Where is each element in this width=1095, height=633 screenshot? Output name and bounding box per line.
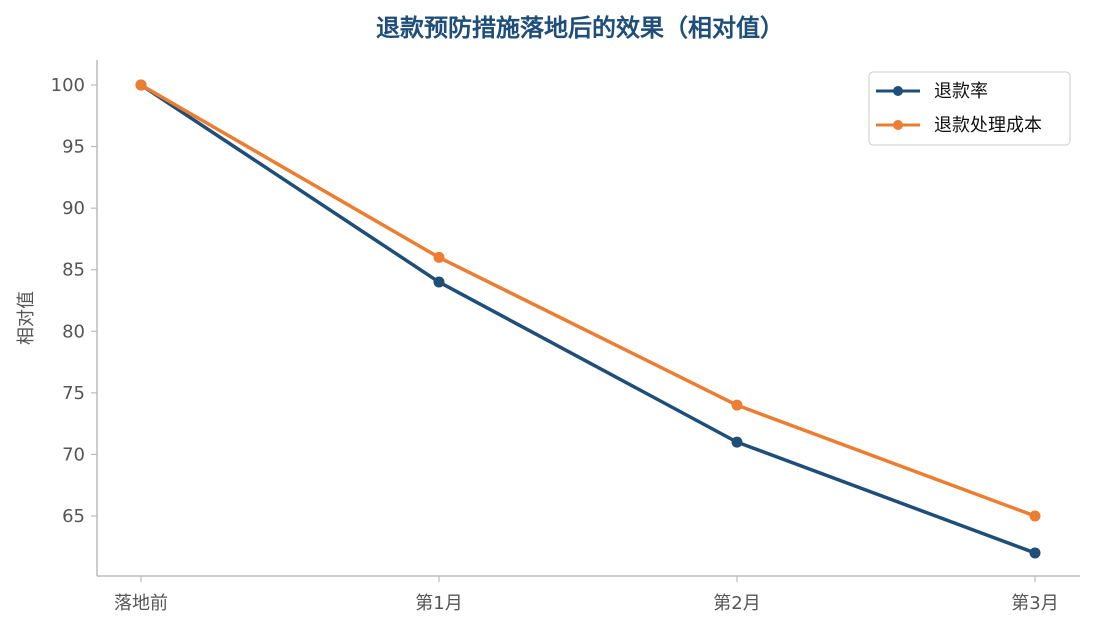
series-2-point <box>433 251 445 263</box>
y-tick-label: 90 <box>62 198 85 219</box>
y-tick-label: 75 <box>62 383 85 404</box>
legend-marker-series-1 <box>893 86 903 96</box>
y-axis-label: 相对值 <box>16 291 37 345</box>
y-tick-label: 100 <box>51 75 85 96</box>
legend-marker-series-2 <box>893 120 903 130</box>
series-line-1 <box>139 83 1037 555</box>
series-line-2 <box>139 83 1037 518</box>
legend: 退款率 退款处理成本 <box>868 71 1071 146</box>
series-layer <box>135 79 1041 559</box>
y-tick-label: 65 <box>62 506 85 527</box>
series-2-point <box>731 399 743 411</box>
y-ticks: 65 70 75 80 85 90 95 100 <box>51 75 97 527</box>
y-tick-label: 70 <box>62 444 85 465</box>
chart-title: 退款预防措施落地后的效果（相对值） <box>376 14 784 42</box>
series-2-point <box>1029 510 1041 522</box>
x-tick-label: 第1月 <box>415 593 462 614</box>
y-tick-label: 95 <box>62 137 85 158</box>
y-tick-label: 85 <box>62 260 85 281</box>
legend-label-series-2: 退款处理成本 <box>934 115 1042 136</box>
series-1-point <box>731 436 743 448</box>
x-tick-label: 第2月 <box>713 593 760 614</box>
y-tick-label: 80 <box>62 321 85 342</box>
legend-label-series-1: 退款率 <box>934 81 988 102</box>
x-ticks: 落地前 第1月 第2月 第3月 <box>114 576 1059 614</box>
x-tick-label: 落地前 <box>114 593 168 614</box>
series-1-point <box>1029 547 1041 559</box>
series-1-point <box>433 276 445 288</box>
x-tick-label: 第3月 <box>1011 593 1058 614</box>
series-2-point <box>135 79 147 91</box>
